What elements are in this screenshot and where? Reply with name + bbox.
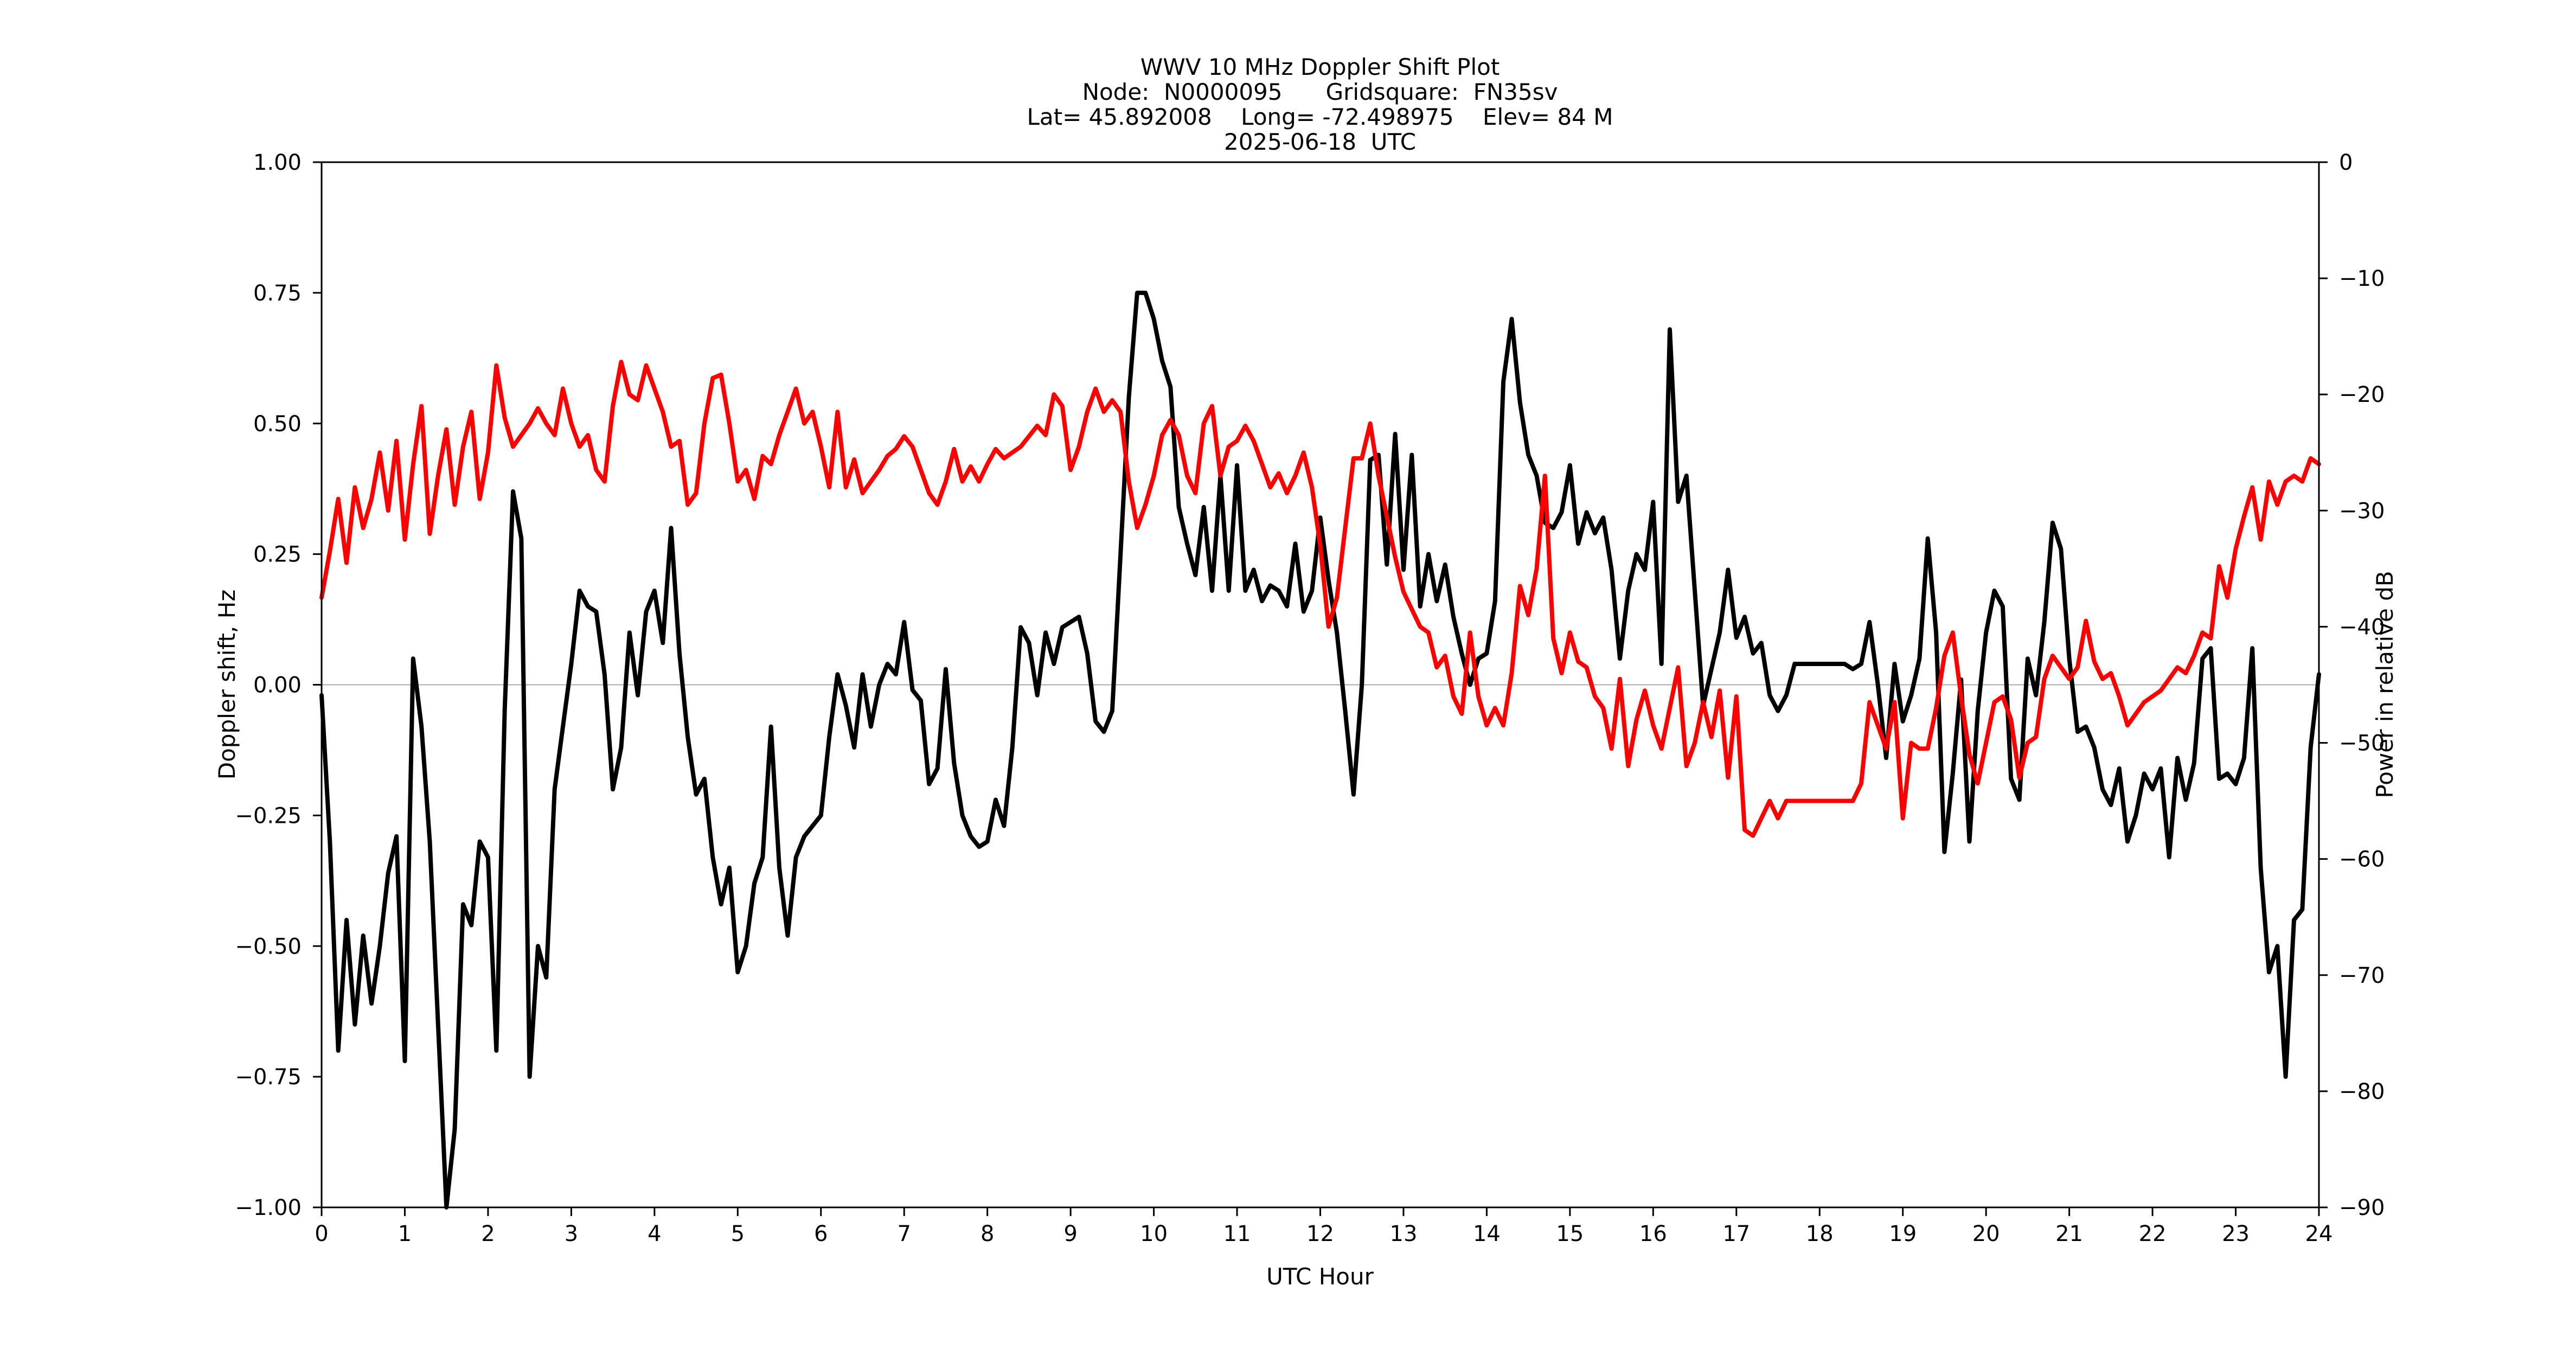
x-tick-label: 10 [1140, 1221, 1168, 1246]
x-tick-label: 1 [398, 1221, 412, 1246]
x-tick-label: 22 [2139, 1221, 2167, 1246]
x-tick-label: 13 [1390, 1221, 1418, 1246]
y-right-tick-label: −10 [2339, 266, 2385, 291]
x-tick-label: 14 [1473, 1221, 1501, 1246]
y-left-tick-label: 0.75 [253, 281, 302, 306]
plot-subtitle-location: Lat= 45.892008 Long= -72.498975 Elev= 84… [1027, 104, 1613, 130]
x-tick-label: 8 [981, 1221, 994, 1246]
x-tick-label: 0 [315, 1221, 328, 1246]
y-right-tick-label: −90 [2339, 1195, 2385, 1220]
y-right-tick-label: −80 [2339, 1079, 2385, 1104]
y-right-tick-label: −30 [2339, 498, 2385, 523]
y-left-tick-label: −0.75 [235, 1065, 302, 1090]
y-left-tick-label: −0.25 [235, 803, 302, 828]
x-tick-label: 24 [2305, 1221, 2333, 1246]
y-right-tick-label: −20 [2339, 382, 2385, 407]
x-tick-label: 7 [897, 1221, 911, 1246]
x-tick-label: 11 [1223, 1221, 1251, 1246]
x-tick-label: 12 [1306, 1221, 1334, 1246]
y-right-tick-label: −40 [2339, 615, 2385, 639]
x-tick-label: 19 [1889, 1221, 1917, 1246]
y-left-tick-label: −1.00 [235, 1195, 302, 1220]
axis-tick-labels: 0 1 2 3 4 5 6 7 8 9 10 11 12 13 14 15 16 17 18 19 20 21 22 23 24… [235, 150, 2385, 1246]
plot-frame [321, 161, 2320, 1208]
y-right-tick-label: −70 [2339, 963, 2385, 988]
x-tick-label: 3 [565, 1221, 578, 1246]
y-left-tick-label: 0.00 [253, 673, 302, 698]
x-tick-label: 15 [1556, 1221, 1584, 1246]
y-axis-label-right: Power in relative dB [2372, 571, 2398, 798]
x-tick-label: 4 [648, 1221, 661, 1246]
y-right-tick-label: −60 [2339, 847, 2385, 872]
y-right-tick-label: −50 [2339, 731, 2385, 756]
x-tick-label: 18 [1806, 1221, 1834, 1246]
curves [319, 290, 2321, 1210]
y-right-tick-label: 0 [2339, 150, 2353, 175]
doppler-curve [319, 290, 2321, 1210]
x-tick-label: 17 [1722, 1221, 1750, 1246]
y-axis-label-left: Doppler shift, Hz [214, 590, 240, 780]
plot-subtitle-node: Node: N0000095 Gridsquare: FN35sv [1082, 79, 1558, 105]
x-tick-label: 21 [2055, 1221, 2083, 1246]
y-left-tick-label: 1.00 [253, 150, 302, 175]
x-tick-label: 6 [814, 1221, 828, 1246]
plot-title: WWV 10 MHz Doppler Shift Plot [1140, 54, 1500, 80]
plot-subtitle-date: 2025-06-18 UTC [1224, 129, 1416, 155]
axis-ticks [313, 161, 2328, 1216]
x-tick-label: 20 [1972, 1221, 2000, 1246]
y-left-tick-label: 0.25 [253, 542, 302, 567]
x-axis-label: UTC Hour [1266, 1263, 1374, 1290]
y-left-tick-label: 0.50 [253, 412, 302, 437]
x-tick-label: 23 [2222, 1221, 2250, 1246]
y-left-tick-label: −0.50 [235, 934, 302, 959]
x-tick-label: 5 [731, 1221, 745, 1246]
power-curve [319, 360, 2321, 838]
x-tick-label: 2 [481, 1221, 495, 1246]
x-tick-label: 16 [1639, 1221, 1667, 1246]
x-tick-label: 9 [1063, 1221, 1077, 1246]
